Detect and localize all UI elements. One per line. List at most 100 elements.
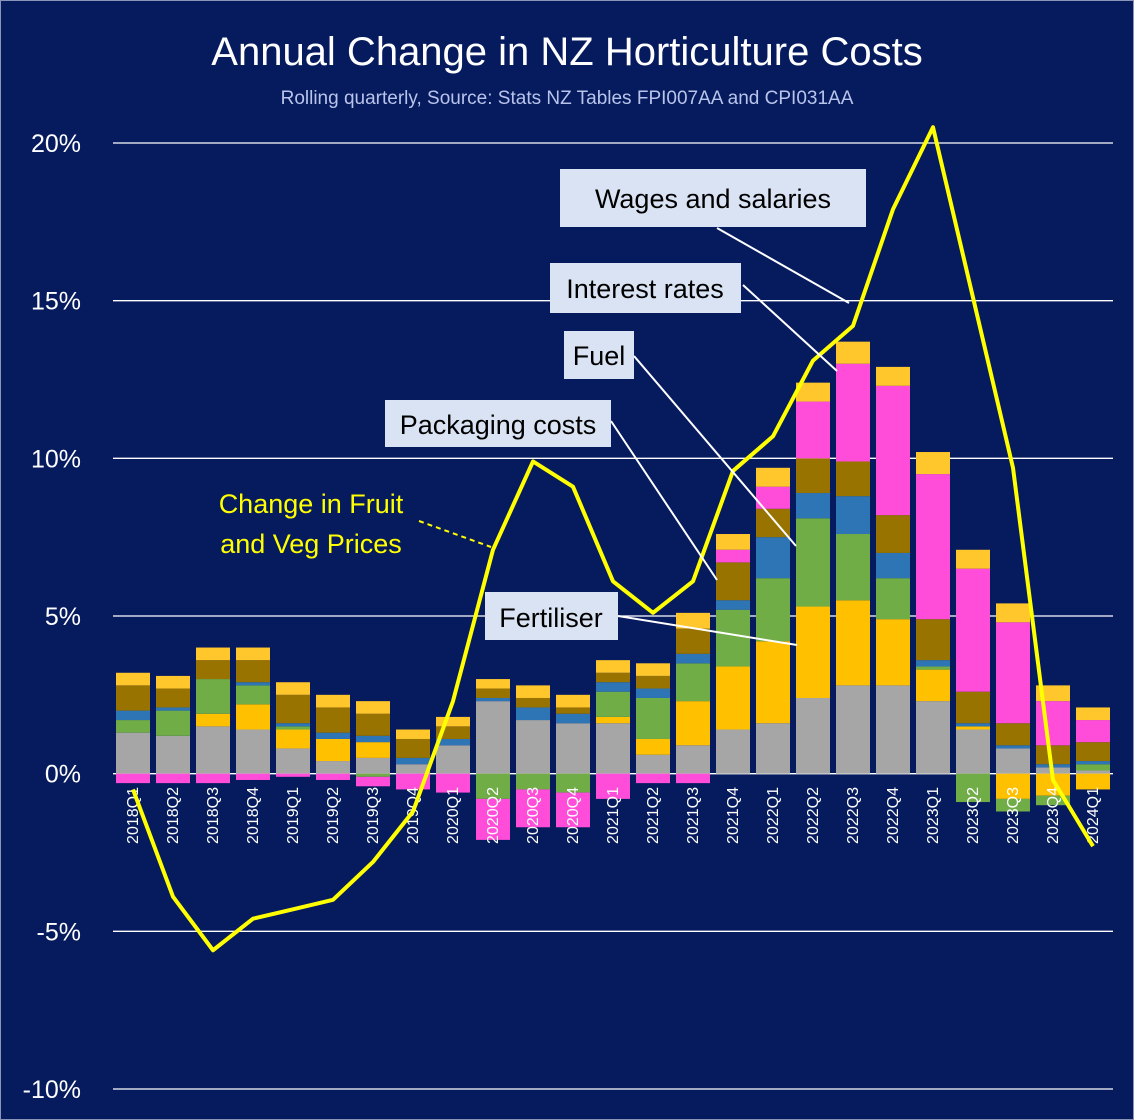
bar-segment [116,685,150,711]
bar-segment [596,672,630,683]
bar-segment [516,720,550,774]
bar-segment [596,691,630,717]
x-tick-label: 2018Q2 [165,787,182,844]
bar-segment [916,660,950,667]
callout-box [385,400,611,447]
x-tick-label: 2021Q4 [725,787,742,844]
bar-segment [956,549,990,569]
bar-segment [356,713,390,736]
bar-segment [876,515,910,553]
bar-segment [996,603,1030,623]
callout-box [564,331,634,379]
bar-segment [916,666,950,670]
y-tick-label: 20% [31,130,81,158]
bar-segment [476,697,510,702]
bar-segment [956,773,990,803]
bar-segment [916,669,950,702]
bar-segment [1036,685,1070,702]
bar-segment [876,619,910,686]
bar-segment [1076,773,1110,790]
bar-segment [236,773,270,780]
bar-segment [596,682,630,692]
bar-segment [516,789,550,828]
bar-segment [796,697,830,774]
bar-segment [196,679,230,714]
x-tick-label: 2019Q1 [285,787,302,844]
bar-segment [916,452,950,475]
bar-segment [796,606,830,698]
callout-leader [742,284,838,372]
price-change-line [131,125,1095,953]
bar-segment [116,720,150,733]
bar-segment [916,619,950,661]
bar-segment [156,710,190,736]
line-series-label: Change in Fruit and Veg Prices [219,489,404,559]
bar-segment [516,697,550,708]
chart-subtitle: Rolling quarterly, Source: Stats NZ Tabl… [281,88,854,109]
bar-segment [956,726,990,730]
bar-segment [116,710,150,721]
callout-box [550,263,741,313]
x-tick-label: 2021Q1 [605,787,622,844]
bar-segment [356,742,390,758]
bar-segment [996,723,1030,746]
line-label-leader [418,520,492,548]
bar-segment [556,713,590,724]
bar-segment [1076,742,1110,762]
bar-segment [876,366,910,386]
bar-segment [556,707,590,714]
bar-segment [916,701,950,774]
x-tick-label: 2023Q2 [965,787,982,844]
bar-segment [596,723,630,774]
x-tick-label: 2019Q2 [325,787,342,844]
bar-segment [676,701,710,746]
bar-segment [396,729,430,739]
bar-segment [796,401,830,459]
x-tick-label: 2022Q3 [845,787,862,844]
bar-segment [156,773,190,784]
x-tick-label: 2022Q2 [805,787,822,844]
bar-segment [116,732,150,774]
bar-segment [396,757,430,765]
bar-segment [876,685,910,774]
bar-segment [996,745,1030,749]
bar-segment [756,467,790,487]
y-tick-label: 0% [45,761,81,789]
x-tick-label: 2018Q4 [245,787,262,844]
bar-segment [276,682,310,695]
bar-segment [436,745,470,774]
bar-segment [916,474,950,620]
bar-segment [436,738,470,746]
bar-segment [876,385,910,516]
bar-segment [996,748,1030,774]
callout-leader [716,227,850,304]
bar-segment [316,707,350,733]
bar-segment [956,568,990,692]
bar-segment [836,341,870,364]
bar-segment [156,707,190,711]
bar-segment [676,745,710,774]
bar-segment [756,578,790,642]
bar-segment [636,663,670,676]
bar-segment [436,716,470,727]
bar-segment [836,534,870,601]
callout-box [485,592,618,640]
bar-segment [156,688,190,708]
bar-segment [1076,770,1110,774]
bar-segment [996,622,1030,724]
callout-label: Packaging costs [400,410,597,440]
bar-segment [796,458,830,494]
bar-segment [196,647,230,661]
bar-segment [836,600,870,686]
bar-segment [996,798,1030,812]
bar-segment [116,773,150,784]
bar-segment [1036,745,1070,765]
bar-segment [476,679,510,689]
bar-segment [836,496,870,535]
bar-segment [316,738,350,762]
bar-segment [476,688,510,698]
bar-segment [716,562,750,601]
bar-segment [1076,764,1110,771]
bar-segment [556,792,590,828]
